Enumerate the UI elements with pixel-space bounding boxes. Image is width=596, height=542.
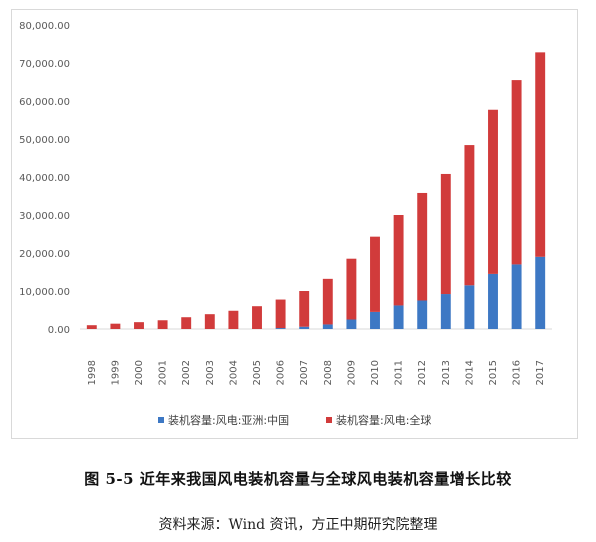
x-tick-label: 1999 (110, 360, 121, 385)
x-tick-label: 2014 (464, 360, 475, 385)
x-tick-label: 2011 (394, 360, 405, 385)
bar-china (511, 264, 522, 329)
legend-swatch-china (158, 417, 164, 423)
bar-global (110, 323, 121, 329)
bar-china (535, 256, 546, 329)
x-tick-label: 2008 (323, 360, 334, 385)
bar-china (275, 328, 286, 329)
x-tick-label: 2004 (228, 360, 239, 385)
bars-layer (86, 52, 546, 329)
y-tick-label: 70,000.00 (19, 59, 70, 70)
bar-global (511, 80, 522, 265)
x-tick-label: 2013 (441, 360, 452, 385)
bar-global (275, 299, 286, 329)
bar-global (86, 325, 97, 329)
bar-global (228, 310, 239, 329)
y-tick-label: 60,000.00 (19, 97, 70, 108)
bar-china (440, 294, 451, 329)
bar-china (393, 305, 404, 329)
bar-global (204, 314, 215, 329)
y-tick-label: 20,000.00 (19, 249, 70, 260)
bar-global (134, 322, 144, 329)
bar-global (370, 236, 380, 312)
y-tick-label: 50,000.00 (19, 135, 70, 146)
bar-china (299, 326, 310, 329)
x-tick-label: 2012 (417, 360, 428, 385)
x-tick-label: 2009 (346, 360, 357, 385)
axis-layer: 0.00 10,000.00 20,000.00 30,000.00 40,000.00… (19, 21, 552, 385)
chart-frame (11, 9, 578, 439)
x-tick-label: 1998 (87, 360, 98, 385)
bar-china (322, 324, 333, 329)
bar-china (488, 273, 498, 329)
y-tick-label: 80,000.00 (19, 21, 70, 32)
y-tick-label: 10,000.00 (19, 287, 70, 298)
y-tick-label: 40,000.00 (19, 173, 70, 184)
bar-global (181, 317, 192, 329)
bar-global (488, 109, 498, 274)
bar-global (464, 145, 475, 286)
bar-global (346, 258, 357, 320)
legend: 装机容量:风电:亚洲:中国 装机容量:风电:全球 (158, 413, 431, 427)
bar-global (440, 173, 451, 295)
x-tick-label: 2001 (158, 360, 169, 385)
bar-global (157, 320, 168, 329)
legend-label-global: 装机容量:风电:全球 (336, 413, 431, 427)
y-tick-label: 30,000.00 (19, 211, 70, 222)
bar-china (417, 300, 428, 329)
x-tick-label: 2000 (134, 360, 145, 385)
x-tick-label: 2016 (512, 360, 523, 385)
legend-label-china: 装机容量:风电:亚洲:中国 (168, 413, 289, 427)
bar-global (535, 52, 546, 257)
bar-china (370, 311, 380, 329)
bar-global (252, 306, 262, 329)
bar-china (464, 285, 475, 329)
bar-global (417, 192, 428, 301)
bar-chart: 0.00 10,000.00 20,000.00 30,000.00 40,000.00… (19, 21, 552, 427)
x-tick-label: 2010 (370, 360, 381, 385)
bar-china (346, 319, 357, 329)
source-note: 资料来源：Wind 资讯，方正中期研究院整理 (158, 517, 438, 533)
x-tick-label: 2007 (299, 360, 310, 385)
bar-global (393, 215, 404, 306)
x-tick-label: 2006 (276, 360, 287, 385)
figure-caption: 图 5-5 近年来我国风电装机容量与全球风电装机容量增长比较 (84, 470, 512, 488)
x-tick-label: 2015 (488, 360, 499, 385)
x-tick-label: 2002 (181, 360, 192, 385)
x-tick-label: 2017 (535, 360, 546, 385)
y-tick-label: 0.00 (48, 325, 70, 336)
x-tick-label: 2005 (252, 360, 263, 385)
bar-global (322, 278, 333, 325)
bar-global (299, 291, 310, 327)
x-tick-label: 2003 (205, 360, 216, 385)
legend-swatch-global (326, 417, 332, 423)
